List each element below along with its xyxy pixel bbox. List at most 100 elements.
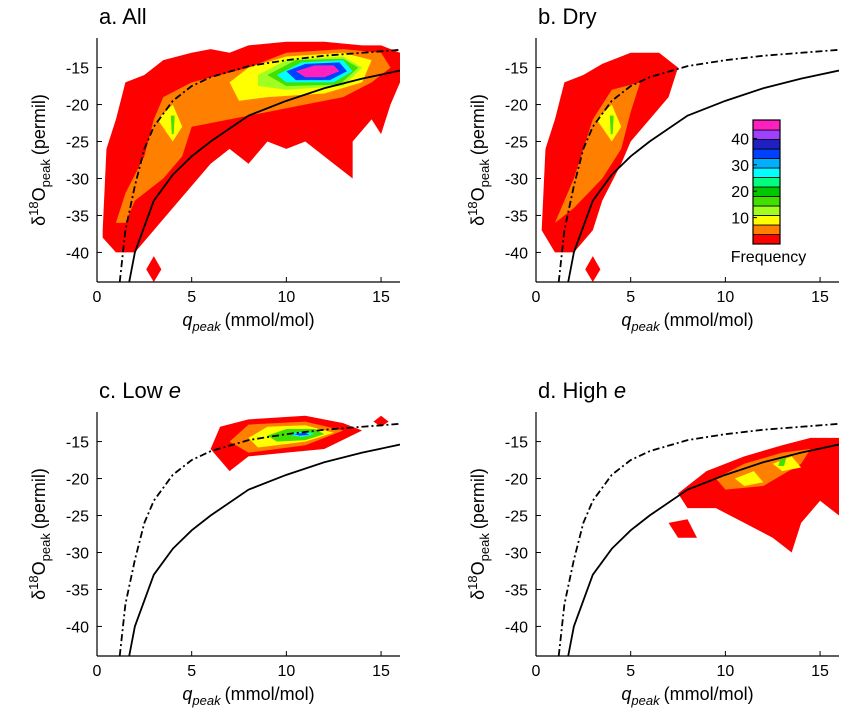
x-tick-label: 0	[532, 663, 541, 680]
contour-region	[585, 256, 601, 282]
colorbar-band	[752, 186, 781, 197]
x-label-unit: (mmol/mol)	[664, 310, 754, 330]
x-axis-label: qpeak (mmol/mol)	[621, 684, 753, 708]
y-axis-label: δ18Opeak (permil)	[26, 94, 53, 226]
y-label-sub: peak	[38, 159, 53, 188]
colorbar: 10 20 30 40 Frequency	[731, 119, 806, 266]
x-tick-label: 10	[277, 663, 295, 680]
title-italic: e	[614, 378, 626, 403]
plot-area	[118, 415, 400, 656]
y-tick-label: -25	[66, 509, 89, 526]
y-tick-label: -30	[66, 545, 89, 562]
y-tick-label: -40	[505, 619, 528, 636]
y-tick-label: -15	[505, 61, 528, 78]
colorbar-band	[752, 177, 781, 188]
colorbar-band	[752, 234, 781, 245]
y-axis-label: δ18Opeak (permil)	[465, 94, 492, 226]
x-tick-label: 15	[811, 289, 829, 306]
colorbar-band	[752, 215, 781, 226]
colorbar-frame	[752, 119, 781, 245]
panel-title: d. High e	[538, 378, 626, 403]
x-tick-label: 10	[716, 663, 734, 680]
colorbar-band	[752, 139, 781, 150]
colorbar-band	[752, 196, 781, 207]
colorbar-tick-label: 20	[731, 184, 749, 201]
y-tick-label: -20	[66, 98, 89, 115]
colorbar-band	[752, 148, 781, 159]
contour-region	[772, 456, 802, 472]
x-tick-label: 5	[626, 289, 635, 306]
x-axis-label: qpeak (mmol/mol)	[182, 310, 314, 334]
x-tick-label: 15	[372, 289, 390, 306]
y-tick-label: -25	[66, 135, 89, 152]
y-label-symbol: δ	[29, 216, 49, 226]
x-label-unit: (mmol/mol)	[664, 684, 754, 704]
y-label-sup: 18	[465, 575, 480, 589]
y-label-base: O	[468, 561, 488, 575]
curve	[128, 69, 400, 282]
y-label-sup: 18	[26, 201, 41, 215]
y-tick-label: -40	[66, 619, 89, 636]
contour-region	[295, 65, 340, 78]
title-italic: e	[169, 378, 181, 403]
x-tick-label: 0	[532, 289, 541, 306]
x-tick-label: 0	[93, 663, 102, 680]
y-label-symbol: δ	[468, 216, 488, 226]
y-tick-label: -35	[66, 208, 89, 225]
curve	[557, 422, 839, 656]
x-tick-label: 0	[93, 289, 102, 306]
title-text: d. High	[538, 378, 608, 403]
colorbar-tick-label: 40	[731, 131, 749, 148]
contour-region	[668, 519, 697, 538]
x-label-unit: (mmol/mol)	[225, 684, 315, 704]
y-tick-label: -30	[66, 171, 89, 188]
y-label-symbol: δ	[29, 590, 49, 600]
curve	[567, 69, 839, 282]
x-label-var: q	[182, 310, 192, 330]
y-label-symbol: δ	[468, 590, 488, 600]
contour-region	[678, 437, 839, 553]
y-tick-label: -20	[505, 98, 528, 115]
y-tick-label: -15	[505, 435, 528, 452]
contour-region	[554, 82, 641, 223]
y-tick-label: -25	[505, 135, 528, 152]
plot-area	[102, 41, 400, 282]
curve	[118, 422, 400, 656]
x-label-var: q	[621, 310, 631, 330]
y-tick-label: -40	[66, 245, 89, 262]
curve	[567, 443, 839, 656]
y-tick-label: -20	[66, 472, 89, 489]
x-tick-label: 10	[716, 289, 734, 306]
y-label-unit: (permil)	[468, 94, 488, 155]
contour-region	[778, 458, 786, 466]
y-label-sup: 18	[465, 201, 480, 215]
y-tick-label: -40	[505, 245, 528, 262]
x-label-var: q	[621, 684, 631, 704]
curve	[557, 48, 839, 282]
y-label-unit: (permil)	[29, 468, 49, 529]
y-tick-label: -30	[505, 171, 528, 188]
y-label-unit: (permil)	[29, 94, 49, 155]
y-tick-label: -35	[66, 582, 89, 599]
curve	[128, 443, 400, 656]
y-tick-label: -20	[505, 472, 528, 489]
y-label-sub: peak	[38, 533, 53, 562]
x-label-var: q	[182, 684, 192, 704]
x-label-sub: peak	[191, 319, 222, 334]
contour-region	[170, 115, 175, 135]
y-label-base: O	[29, 187, 49, 201]
y-tick-label: -35	[505, 582, 528, 599]
y-tick-label: -15	[66, 435, 89, 452]
y-label-base: O	[29, 561, 49, 575]
panel-title: b. Dry	[538, 4, 597, 29]
x-label-sub: peak	[630, 319, 661, 334]
contour-region	[293, 432, 310, 436]
colorbar-band	[752, 205, 781, 216]
x-axis-label: qpeak (mmol/mol)	[182, 684, 314, 708]
y-tick-label: -15	[66, 61, 89, 78]
x-tick-label: 5	[626, 663, 635, 680]
contour-region	[373, 415, 389, 427]
